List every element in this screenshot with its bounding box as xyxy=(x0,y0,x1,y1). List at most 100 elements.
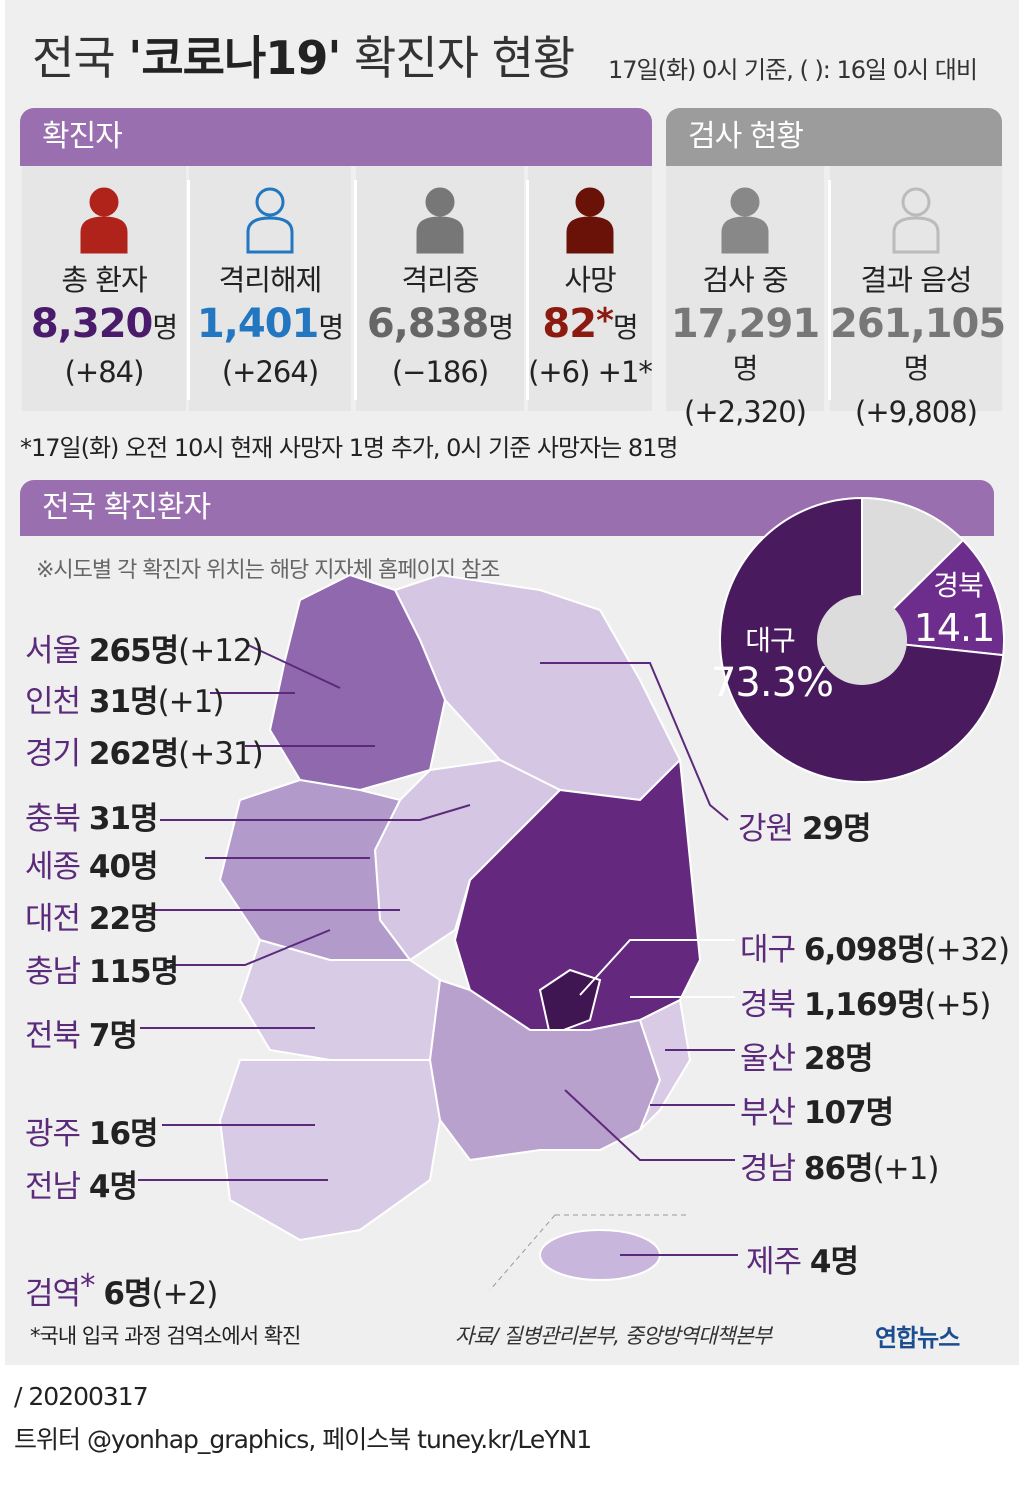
confirmed-heading: 확진자 xyxy=(20,108,652,166)
icon-head xyxy=(730,187,760,217)
stat-cell: 격리해제 1,401명 (+264) xyxy=(189,166,351,411)
stat-change: (+84) xyxy=(64,355,145,389)
stat-change: (+2,320) xyxy=(684,395,807,429)
stat-value: 8,320 xyxy=(30,301,154,347)
stat-value: 6,838 xyxy=(366,301,490,347)
note: *17일(화) 오전 10시 현재 사망자 1명 추가, 0시 기준 사망자는 … xyxy=(20,434,678,462)
region-label: 울산 28명 xyxy=(740,1033,874,1078)
stat-label: 격리해제 xyxy=(218,263,323,297)
separator xyxy=(187,180,190,400)
region-label: 서울 265명(+12) xyxy=(25,625,264,670)
region-name: 경기 xyxy=(25,736,81,772)
region-change: (+31) xyxy=(178,736,264,772)
title: 전국 '코로나19' 확진자 현황 xyxy=(32,22,575,88)
region-change: (+1) xyxy=(157,684,225,720)
region-label: 대구 6,098명(+32) xyxy=(740,924,1010,969)
icon-head xyxy=(575,187,605,217)
stat-change: (+9,808) xyxy=(855,395,978,429)
region-change: (+1) xyxy=(872,1151,940,1187)
subtitle: 17일(화) 0시 기준, ( ): 16일 0시 대비 xyxy=(608,56,978,84)
region-label: 전남 4명 xyxy=(25,1161,138,1206)
stat-cell: 총 환자 8,320명 (+84) xyxy=(22,166,186,411)
region-name: 인천 xyxy=(25,684,81,720)
title-prefix: 전국 xyxy=(32,31,116,85)
icon-body xyxy=(246,216,294,254)
region-label: 충북 31명 xyxy=(25,793,159,838)
region-label: 부산 107명 xyxy=(740,1087,894,1132)
title-suffix: 확진자 현황 xyxy=(354,31,575,85)
region-change: (+32) xyxy=(924,932,1010,968)
stat-value-line: 8,320명 xyxy=(22,301,186,347)
person-icon xyxy=(892,187,940,254)
stat-value-line: 1,401명 xyxy=(189,301,351,347)
separator xyxy=(828,180,831,400)
stat-value-line: 6,838명 xyxy=(356,301,524,347)
region-count: 31명 xyxy=(88,684,159,720)
region-name: 대전 xyxy=(25,901,81,937)
region-label: 광주 16명 xyxy=(25,1108,159,1153)
region-count: 107명 xyxy=(803,1095,894,1131)
icon-head xyxy=(255,187,285,217)
icon-head xyxy=(89,187,119,217)
region-name: 서울 xyxy=(25,633,81,669)
region-count: 4명 xyxy=(809,1244,859,1280)
person-icon xyxy=(246,187,294,254)
stat-unit: 명 xyxy=(903,352,930,385)
region-count: 7명 xyxy=(88,1018,138,1054)
region-change: (+5) xyxy=(924,987,991,1023)
region-label: 전북 7명 xyxy=(25,1010,138,1055)
region-count: 22명 xyxy=(88,901,159,937)
region-count: 29명 xyxy=(801,811,872,847)
stat-unit: 명 xyxy=(732,352,759,385)
region-count: 40명 xyxy=(88,849,159,885)
region-count: 31명 xyxy=(88,801,159,837)
stat-value: 17,291 xyxy=(670,301,820,347)
region-label: 경북 1,169명(+5) xyxy=(740,979,991,1024)
stat-cell: 격리중 6,838명 (−186) xyxy=(356,166,524,411)
stat-label: 검사 중 xyxy=(702,263,788,297)
stat-value-line: 261,105 명 xyxy=(830,301,1006,387)
stat-value-line: 17,291 명 xyxy=(666,301,824,387)
region-count: 1,169명 xyxy=(803,987,926,1023)
region-count: 86명 xyxy=(803,1151,874,1187)
footnote: *국내 입국 과정 검역소에서 확진 xyxy=(30,1324,301,1348)
region-name: 충남 xyxy=(25,954,81,990)
separator xyxy=(526,180,529,400)
region-change: (+2) xyxy=(151,1276,219,1312)
region-label: 경남 86명(+1) xyxy=(740,1143,940,1188)
region-count: 262명 xyxy=(88,736,179,772)
icon-body xyxy=(566,216,614,254)
footer-date: / 20200317 xyxy=(14,1382,149,1411)
icon-body xyxy=(80,216,128,254)
stat-unit: 명 xyxy=(488,311,514,344)
person-icon xyxy=(721,187,769,254)
stat-change: (+264) xyxy=(221,355,319,389)
stat-cell: 검사 중 17,291 명 (+2,320) xyxy=(666,166,824,429)
map-note: ※시도별 각 확진자 위치는 해당 지자체 홈페이지 참조 xyxy=(36,558,500,583)
region-count: 16명 xyxy=(88,1116,159,1152)
region-name: 대구 xyxy=(740,932,796,968)
region-change: (+12) xyxy=(178,633,264,669)
icon-head xyxy=(425,187,455,217)
stat-change: (−186) xyxy=(391,355,489,389)
region-label: 세종 40명 xyxy=(25,841,159,886)
region-count: 115명 xyxy=(88,954,179,990)
section-heading: 전국 확진환자 xyxy=(20,480,994,536)
stat-change: (+6) +1* xyxy=(528,355,653,389)
region-label: 제주 4명 xyxy=(746,1236,859,1281)
region-name: 충북 xyxy=(25,801,81,837)
region-count: 6명 xyxy=(103,1276,152,1312)
region-label: 대전 22명 xyxy=(25,893,159,938)
region-name: 울산 xyxy=(740,1041,796,1077)
region-count: 28명 xyxy=(803,1041,874,1077)
stat-label: 격리중 xyxy=(401,263,479,297)
region-count: 6,098명 xyxy=(803,932,926,968)
region-name: 경북 xyxy=(740,987,796,1023)
icon-body xyxy=(721,216,769,254)
stat-value: 82 xyxy=(542,301,597,347)
region-label: 검역* 6명(+2) xyxy=(25,1268,219,1313)
region-label: 강원 29명 xyxy=(738,803,872,848)
logo: 연합뉴스 xyxy=(875,1324,960,1352)
region-name: 강원 xyxy=(738,811,794,847)
